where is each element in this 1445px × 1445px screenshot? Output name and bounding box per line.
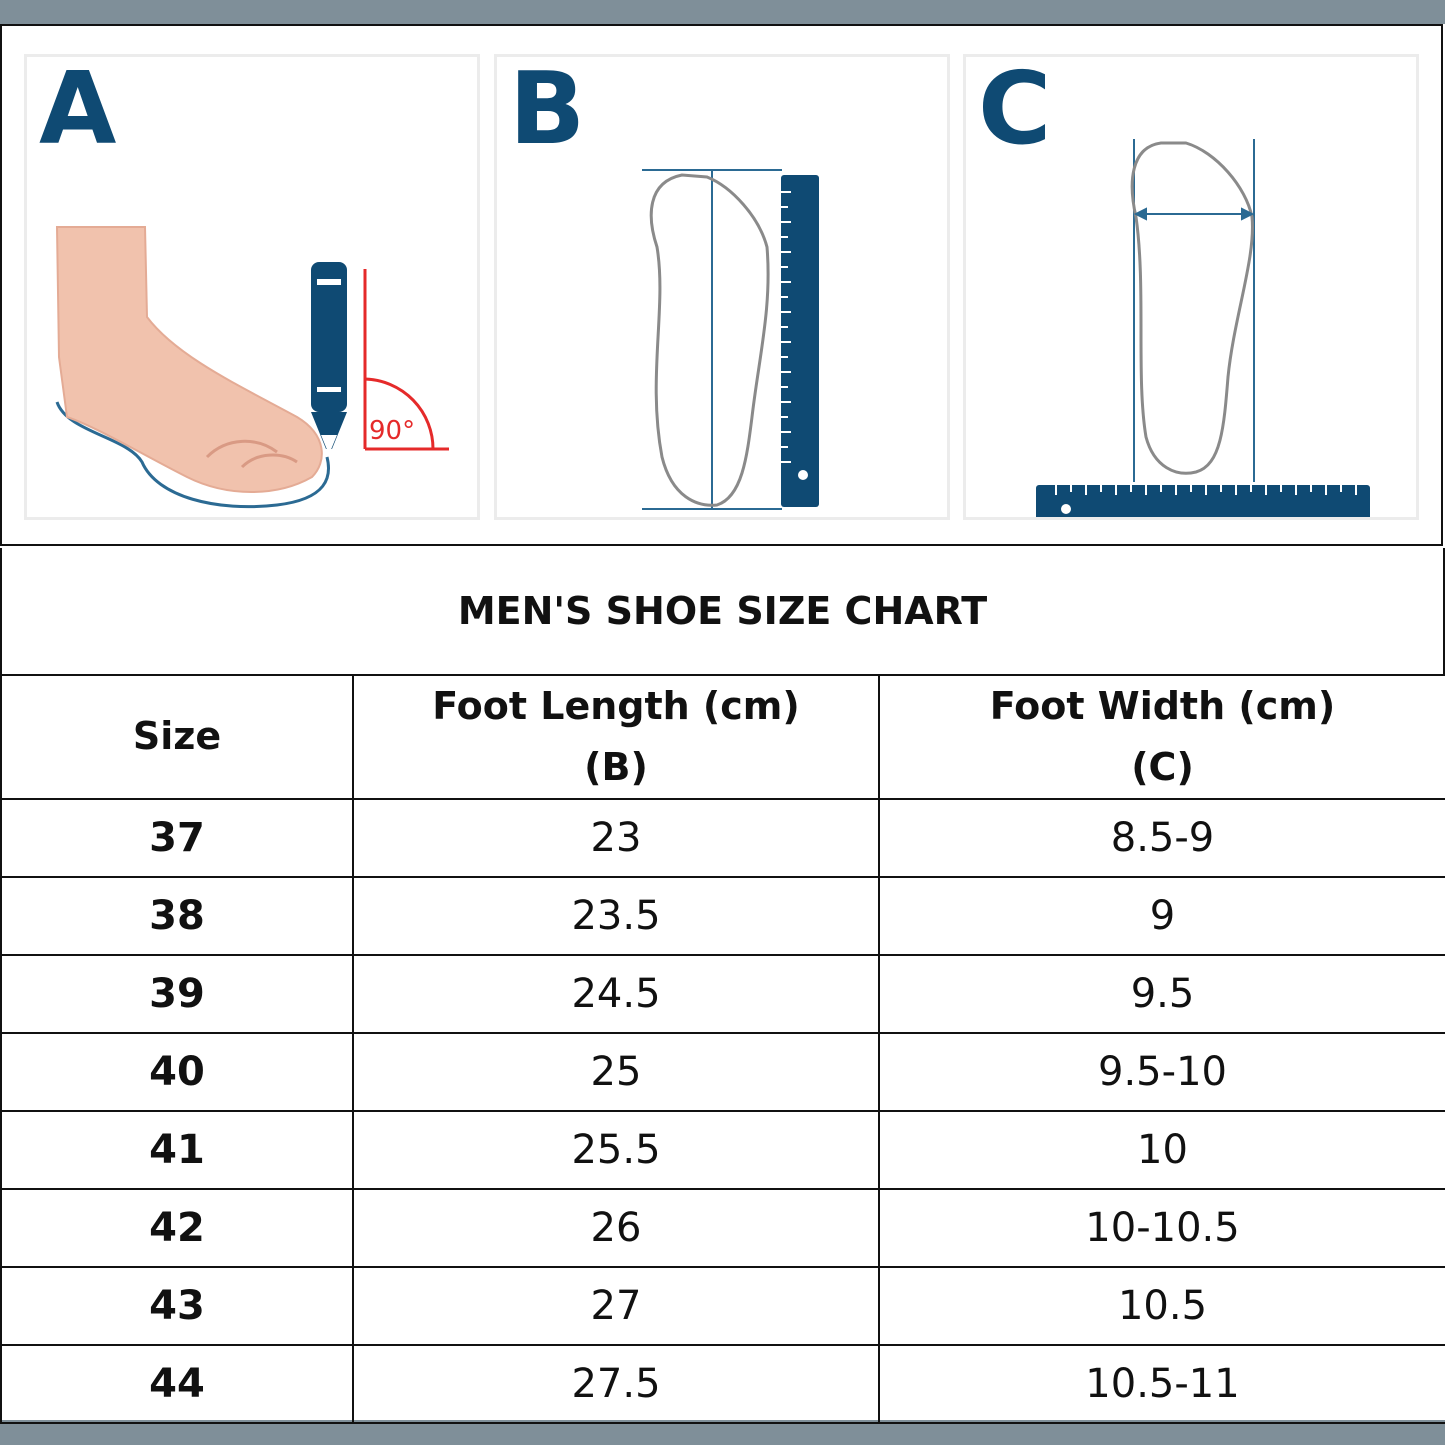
size-cell: 39 xyxy=(0,953,354,1034)
table-header-row: Size Foot Length (cm) (B) Foot Width (cm… xyxy=(0,674,1445,800)
right-angle-icon xyxy=(363,269,449,451)
length-cell: 23.5 xyxy=(352,875,880,956)
size-cell: 44 xyxy=(0,1343,354,1424)
table-row: 43 27 10.5 xyxy=(0,1265,1445,1346)
foot-trace-outline xyxy=(55,401,331,509)
width-cell: 10 xyxy=(878,1109,1445,1190)
header-foot-length-line1: Foot Length (cm) xyxy=(432,684,800,728)
width-arrow-icon xyxy=(1133,207,1255,221)
footprint-outline xyxy=(649,173,770,507)
table-row: 38 23.5 9 xyxy=(0,875,1445,956)
size-cell: 40 xyxy=(0,1031,354,1112)
table-row: 44 27.5 10.5-11 xyxy=(0,1343,1445,1424)
panel-a: A xyxy=(24,54,480,520)
foot-icon xyxy=(55,226,323,493)
width-cell: 9.5-10 xyxy=(878,1031,1445,1112)
length-cell: 27 xyxy=(352,1265,880,1346)
foot-length-illustration xyxy=(642,169,819,510)
header-foot-width: Foot Width (cm) (C) xyxy=(878,674,1445,800)
panel-a-letter: A xyxy=(39,50,117,167)
table-row: 42 26 10-10.5 xyxy=(0,1187,1445,1268)
table-row: 40 25 9.5-10 xyxy=(0,1031,1445,1112)
pencil-icon xyxy=(311,262,347,452)
chart-title: MEN'S SHOE SIZE CHART xyxy=(0,548,1445,674)
length-cell: 25.5 xyxy=(352,1109,880,1190)
ruler-icon xyxy=(781,175,819,507)
header-foot-width-line2: (C) xyxy=(1131,744,1194,789)
width-cell: 10.5 xyxy=(878,1265,1445,1346)
size-chart: MEN'S SHOE SIZE CHART Size Foot Length (… xyxy=(0,548,1445,1424)
width-cell: 8.5-9 xyxy=(878,797,1445,878)
ruler-icon xyxy=(1036,485,1370,517)
size-guide-sheet: A xyxy=(0,24,1445,1424)
length-cell: 25 xyxy=(352,1031,880,1112)
size-cell: 37 xyxy=(0,797,354,878)
angle-label: 90° xyxy=(369,416,415,446)
header-foot-length: Foot Length (cm) (B) xyxy=(352,674,880,800)
panel-c-letter: C xyxy=(978,50,1052,167)
panel-b: B xyxy=(494,54,950,520)
width-cell: 10.5-11 xyxy=(878,1343,1445,1424)
size-cell: 38 xyxy=(0,875,354,956)
header-size: Size xyxy=(0,674,354,800)
table-row: 39 24.5 9.5 xyxy=(0,953,1445,1034)
table-row: 37 23 8.5-9 xyxy=(0,797,1445,878)
header-foot-width-line1: Foot Width (cm) xyxy=(989,684,1336,728)
width-cell: 9 xyxy=(878,875,1445,956)
length-cell: 27.5 xyxy=(352,1343,880,1424)
size-cell: 42 xyxy=(0,1187,354,1268)
width-cell: 9.5 xyxy=(878,953,1445,1034)
panel-b-letter: B xyxy=(509,50,586,167)
foot-width-illustration xyxy=(1036,139,1370,517)
size-cell: 41 xyxy=(0,1109,354,1190)
measurement-illustrations: A xyxy=(0,24,1443,546)
length-cell: 23 xyxy=(352,797,880,878)
table-row: 41 25.5 10 xyxy=(0,1109,1445,1190)
length-cell: 26 xyxy=(352,1187,880,1268)
header-foot-length-line2: (B) xyxy=(584,744,648,789)
footprint-outline xyxy=(1130,141,1254,475)
foot-tracing-illustration: 90° xyxy=(55,226,449,509)
panel-c: C xyxy=(963,54,1419,520)
width-cell: 10-10.5 xyxy=(878,1187,1445,1268)
size-cell: 43 xyxy=(0,1265,354,1346)
size-table: Size Foot Length (cm) (B) Foot Width (cm… xyxy=(0,674,1445,1424)
length-cell: 24.5 xyxy=(352,953,880,1034)
